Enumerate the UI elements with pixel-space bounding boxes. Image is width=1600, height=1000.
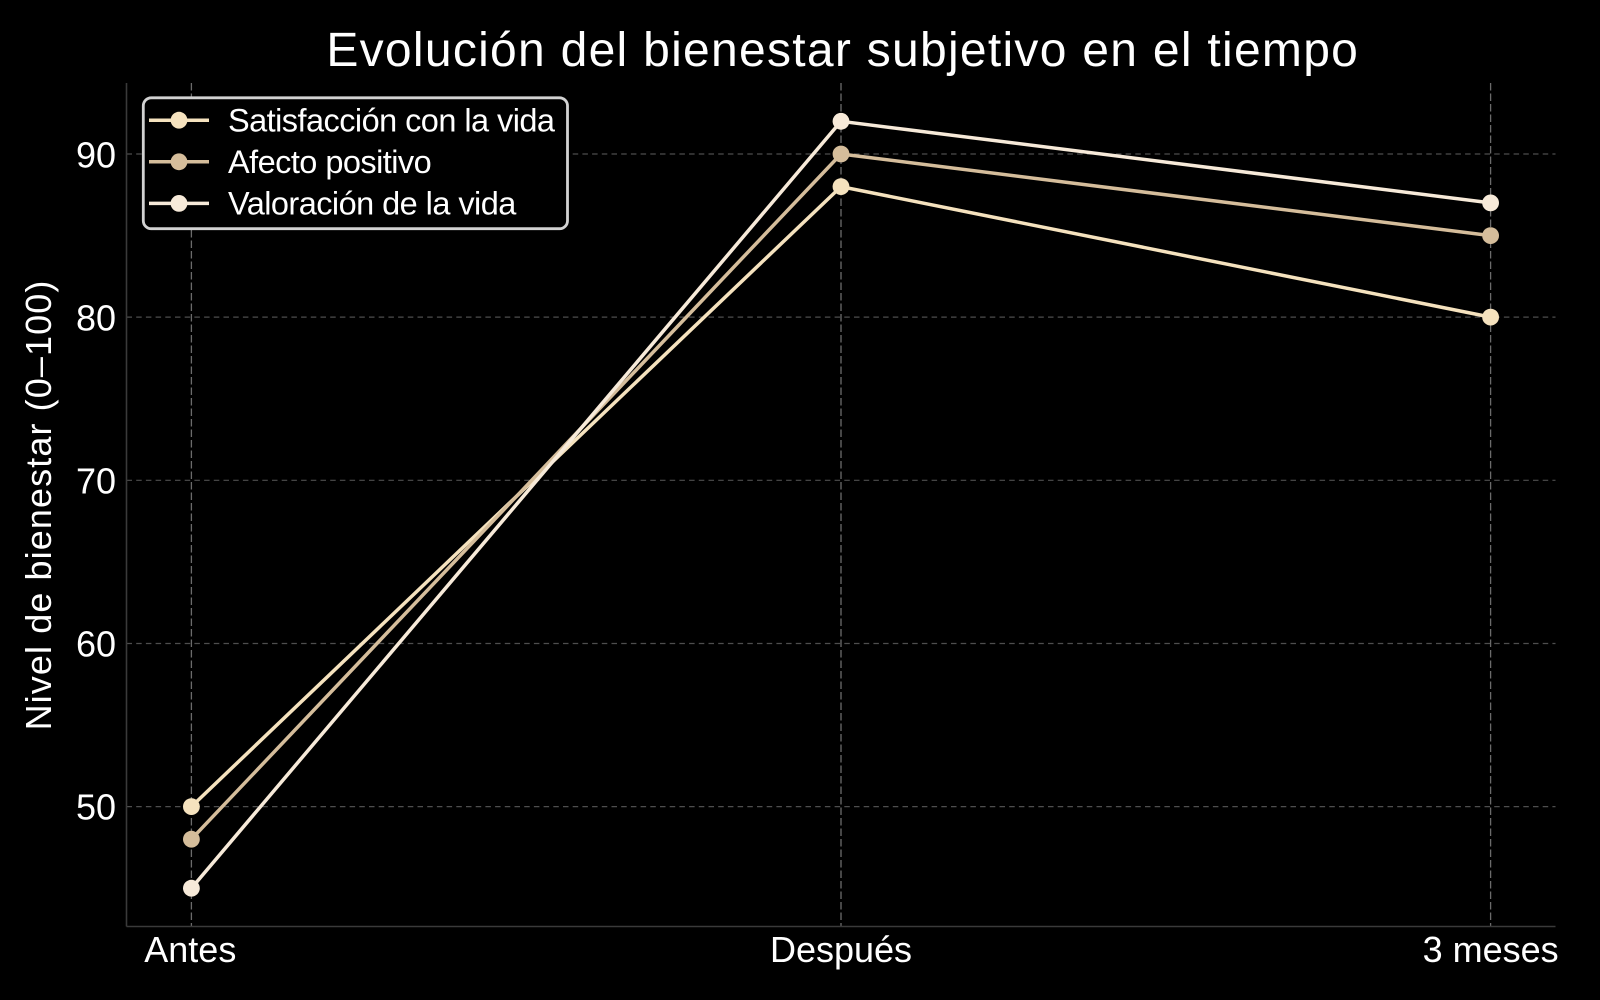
svg-text:3 meses: 3 meses <box>1423 929 1559 970</box>
svg-text:Evolución del bienestar subjet: Evolución del bienestar subjetivo en el … <box>326 24 1359 77</box>
svg-text:Afecto positivo: Afecto positivo <box>228 144 431 180</box>
svg-text:Nivel de bienestar (0–100): Nivel de bienestar (0–100) <box>18 280 59 731</box>
svg-text:60: 60 <box>76 624 116 665</box>
svg-text:70: 70 <box>76 461 116 502</box>
svg-text:Valoración de la vida: Valoración de la vida <box>228 186 517 222</box>
svg-text:Satisfacción con la vida: Satisfacción con la vida <box>228 102 556 138</box>
svg-text:90: 90 <box>76 135 116 176</box>
svg-text:Antes: Antes <box>144 929 236 970</box>
svg-text:50: 50 <box>76 787 116 828</box>
svg-text:Después: Después <box>770 929 912 970</box>
svg-text:80: 80 <box>76 298 116 339</box>
